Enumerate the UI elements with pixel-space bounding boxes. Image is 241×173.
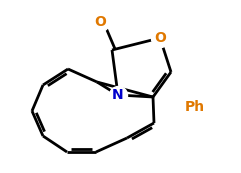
Text: Ph: Ph — [185, 100, 205, 114]
Text: N: N — [112, 88, 124, 102]
Text: O: O — [154, 31, 166, 45]
Text: O: O — [94, 15, 106, 29]
